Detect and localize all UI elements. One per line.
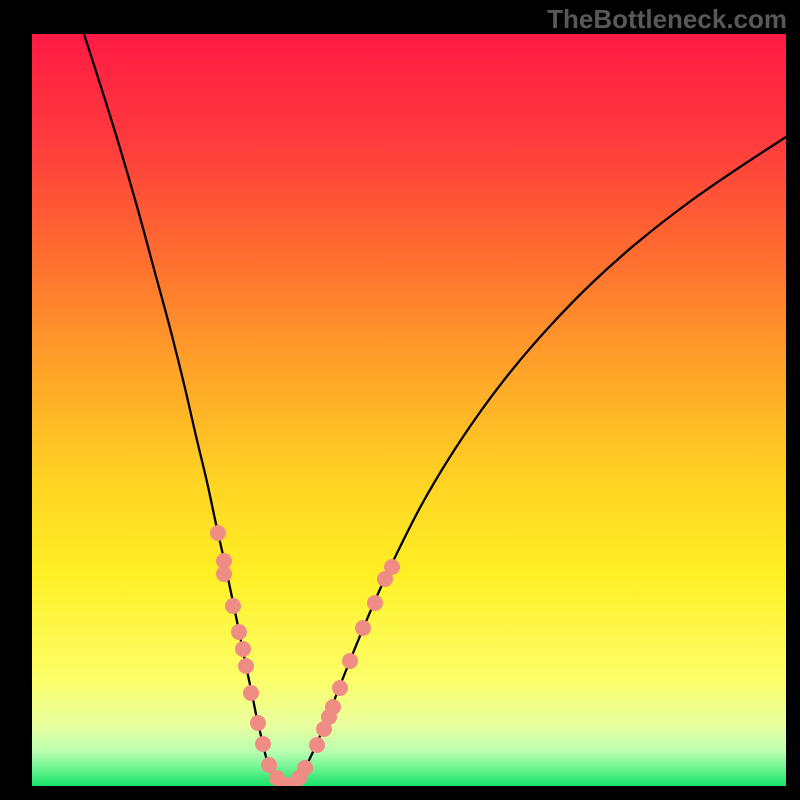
data-bead xyxy=(367,595,383,611)
data-bead xyxy=(332,680,348,696)
data-bead xyxy=(235,641,251,657)
data-bead xyxy=(243,685,259,701)
data-bead xyxy=(384,559,400,575)
chart-svg xyxy=(32,34,786,786)
plot-area xyxy=(32,34,786,786)
chart-background xyxy=(32,34,786,786)
data-bead xyxy=(255,736,271,752)
data-bead xyxy=(225,598,241,614)
data-bead xyxy=(250,715,266,731)
watermark-text: TheBottleneck.com xyxy=(547,4,787,35)
data-bead xyxy=(231,624,247,640)
data-bead xyxy=(238,658,254,674)
data-bead xyxy=(342,653,358,669)
data-bead xyxy=(210,525,226,541)
data-bead xyxy=(297,760,313,776)
data-bead xyxy=(216,566,232,582)
data-bead xyxy=(309,737,325,753)
data-bead xyxy=(355,620,371,636)
data-bead xyxy=(325,699,341,715)
